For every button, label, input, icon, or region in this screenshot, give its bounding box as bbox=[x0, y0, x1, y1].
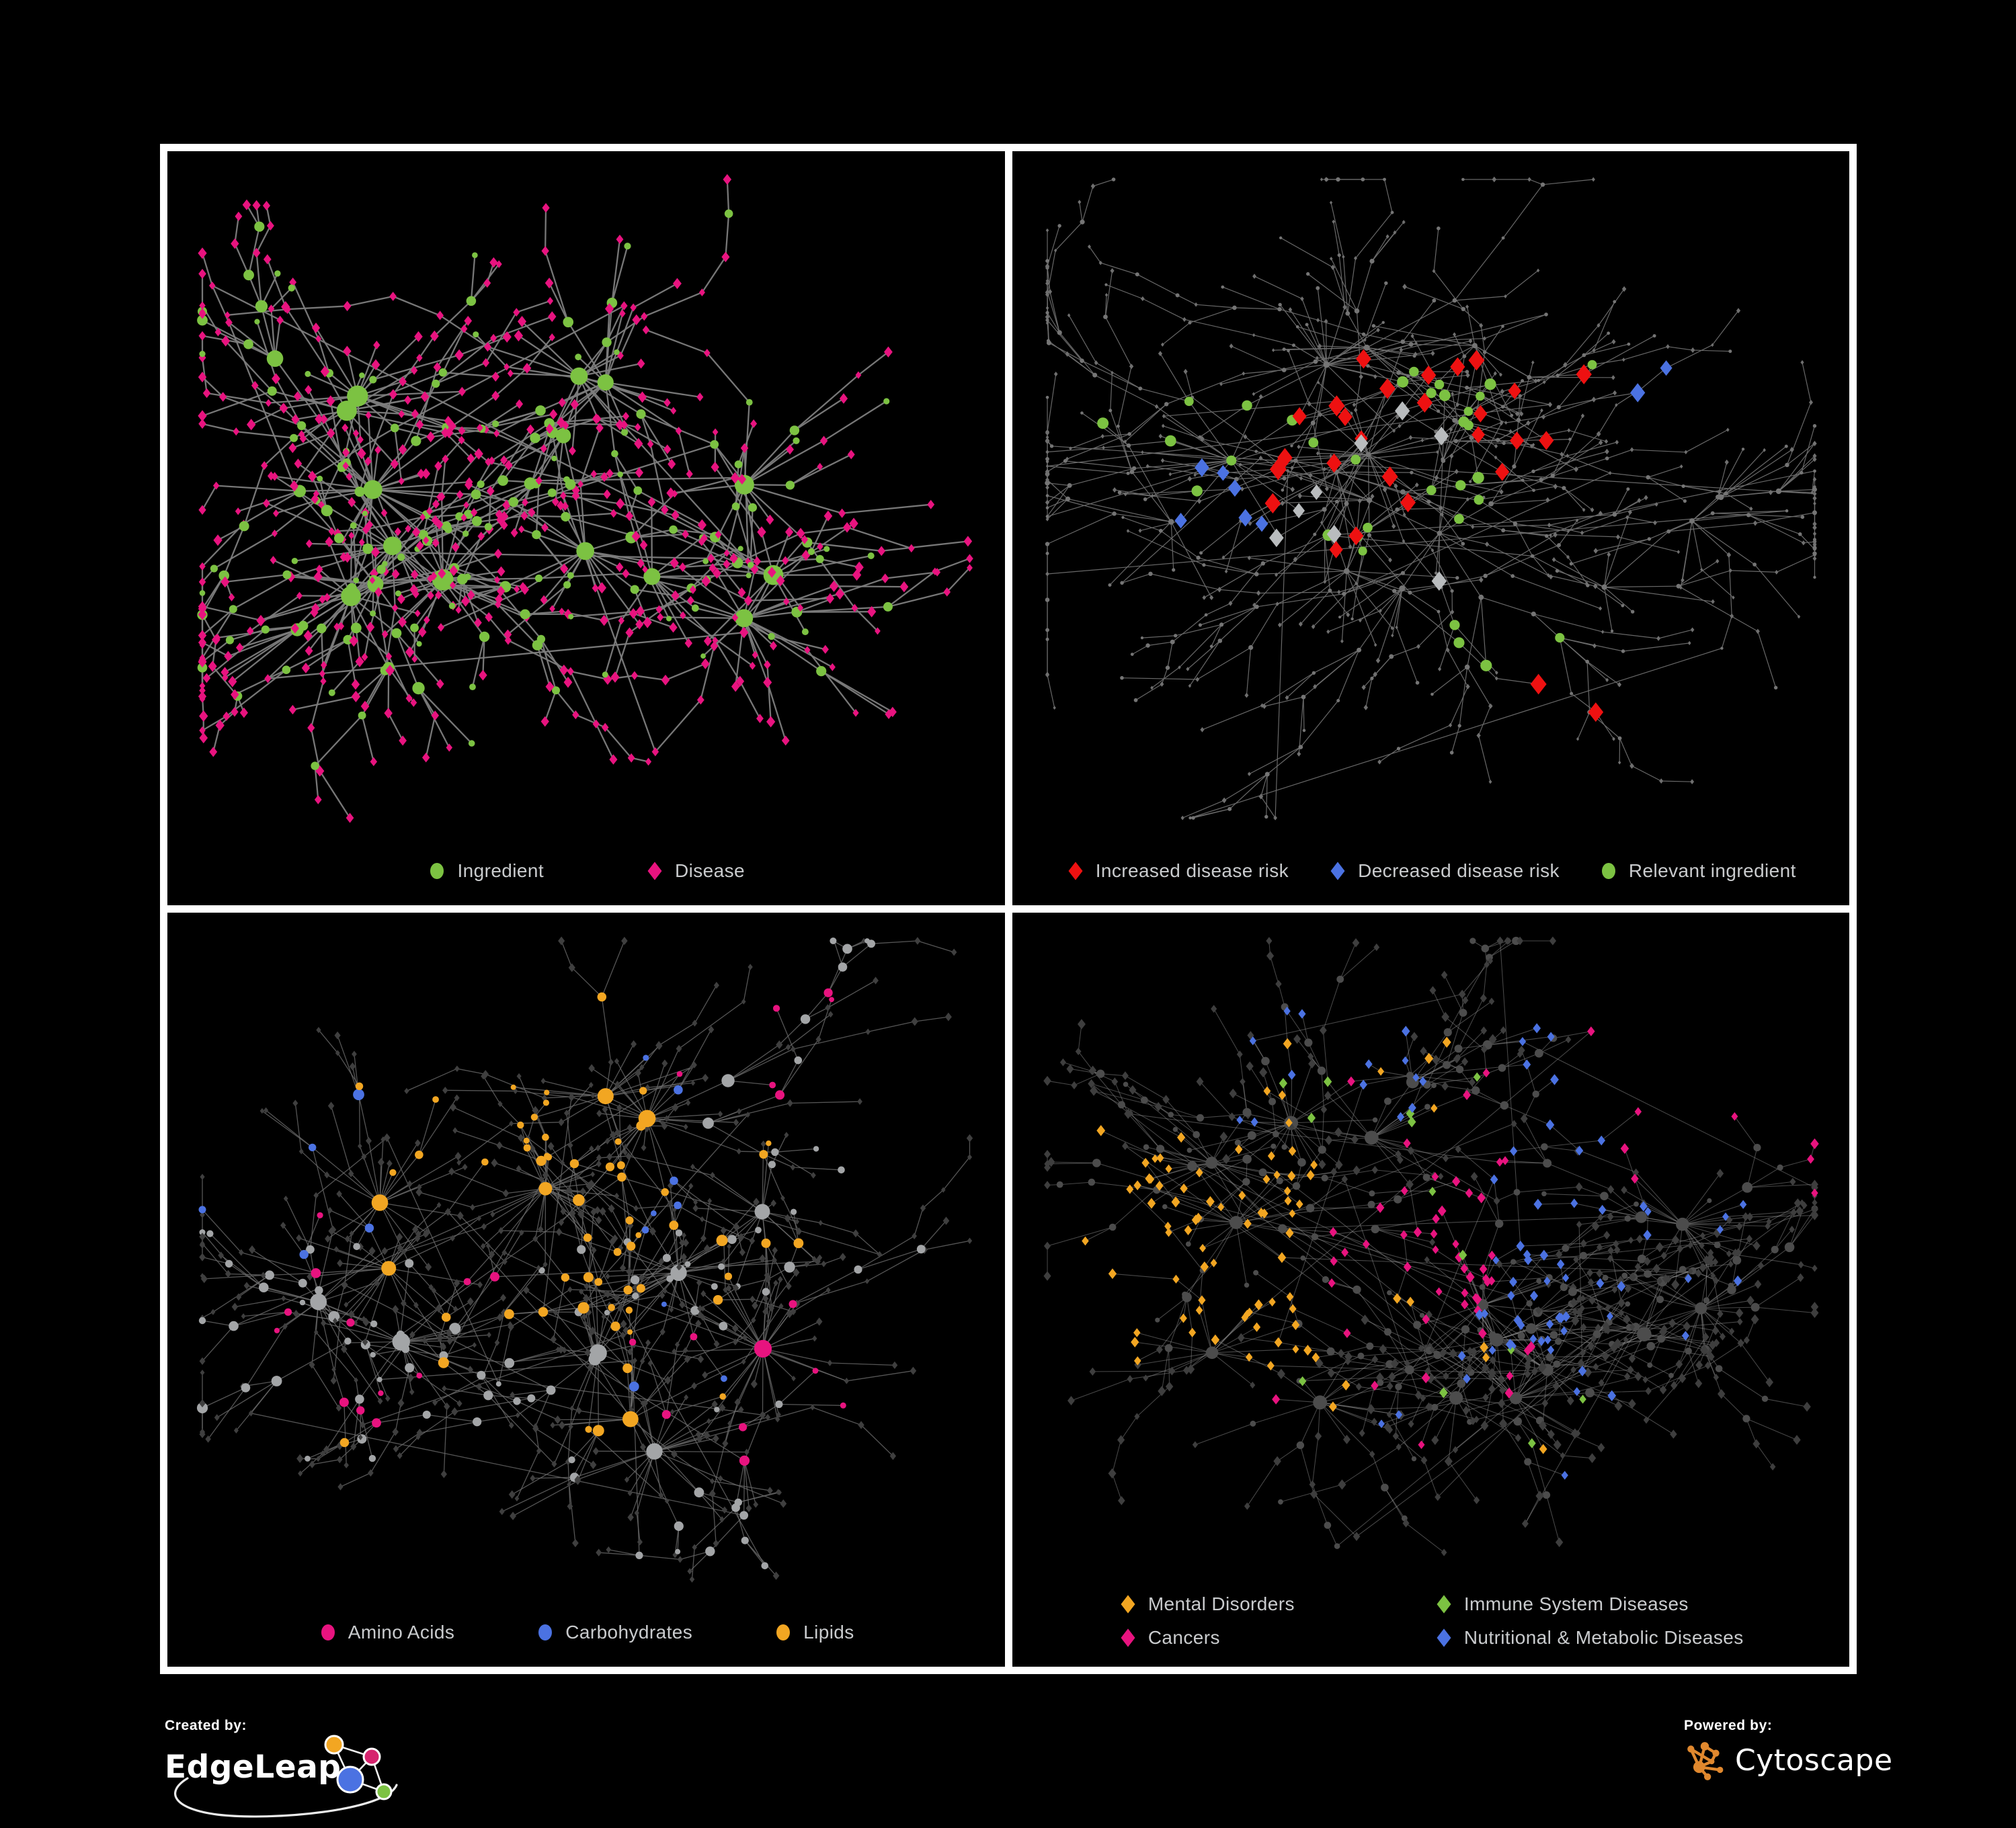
legend-disease-categories: Mental Disorders Immune System Diseases Ca… bbox=[1118, 1593, 1744, 1649]
circle-swatch-icon bbox=[535, 1621, 555, 1644]
legend-label: Increased disease risk bbox=[1096, 860, 1289, 882]
legend-item-ingredient: Ingredient bbox=[427, 860, 544, 882]
legend-ingredient-disease: Ingredient Disease bbox=[167, 860, 1005, 882]
diamond-swatch-icon bbox=[1118, 1626, 1138, 1649]
powered-by-label: Powered by: bbox=[1684, 1718, 1966, 1734]
legend-item-nutritional-metabolic-diseases: Nutritional & Metabolic Diseases bbox=[1434, 1626, 1744, 1649]
circle-swatch-icon bbox=[1599, 860, 1619, 882]
network-graph-disease-risk bbox=[1012, 151, 1850, 905]
panel-ingredient-disease: Ingredient Disease bbox=[167, 151, 1005, 905]
diamond-swatch-icon bbox=[1434, 1593, 1454, 1616]
diamond-swatch-icon bbox=[1065, 860, 1086, 882]
legend-item-amino-acids: Amino Acids bbox=[318, 1621, 454, 1644]
network-graph-ingredient-disease bbox=[167, 151, 1005, 905]
network-graph-disease-categories bbox=[1012, 913, 1850, 1667]
legend-item-cancers: Cancers bbox=[1118, 1626, 1434, 1649]
legend-label: Nutritional & Metabolic Diseases bbox=[1464, 1627, 1744, 1649]
panel-disease-categories: Mental Disorders Immune System Diseases Ca… bbox=[1012, 913, 1850, 1667]
legend-item-decreased-disease-risk: Decreased disease risk bbox=[1328, 860, 1560, 882]
nodes-layer bbox=[1043, 936, 1819, 1556]
circle-swatch-icon bbox=[773, 1621, 793, 1644]
panel-macronutrients: Amino Acids Carbohydrates Lipids bbox=[167, 913, 1005, 1667]
diamond-swatch-icon bbox=[1118, 1593, 1138, 1616]
diamond-swatch-icon bbox=[645, 860, 665, 882]
circle-swatch-icon bbox=[318, 1621, 338, 1644]
cytoscape-logo-icon bbox=[1684, 1739, 1726, 1781]
legend-label: Cancers bbox=[1148, 1627, 1220, 1649]
panel-disease-risk: Increased disease risk Decreased disease … bbox=[1012, 151, 1850, 905]
legend-label: Decreased disease risk bbox=[1358, 860, 1560, 882]
legend-label: Lipids bbox=[803, 1622, 854, 1643]
legend-macronutrients: Amino Acids Carbohydrates Lipids bbox=[167, 1621, 1005, 1644]
legend-item-carbohydrates: Carbohydrates bbox=[535, 1621, 692, 1644]
legend-item-disease: Disease bbox=[645, 860, 745, 882]
edges-layer bbox=[1047, 179, 1814, 818]
legend-disease-risk: Increased disease risk Decreased disease … bbox=[1012, 860, 1850, 882]
diamond-swatch-icon bbox=[1434, 1626, 1454, 1649]
legend-label: Mental Disorders bbox=[1148, 1593, 1295, 1615]
legend-item-lipids: Lipids bbox=[773, 1621, 854, 1644]
legend-label: Ingredient bbox=[457, 860, 544, 882]
diamond-swatch-icon bbox=[1328, 860, 1348, 882]
panels-frame: Ingredient Disease Increased disease risk… bbox=[160, 144, 1857, 1674]
cytoscape-brand: Cytoscape bbox=[1735, 1743, 1893, 1778]
legend-label: Immune System Diseases bbox=[1464, 1593, 1689, 1615]
nodes-layer bbox=[1045, 177, 1817, 821]
powered-by-block: Powered by: bbox=[1684, 1718, 1966, 1781]
legend-label: Disease bbox=[675, 860, 745, 882]
circle-swatch-icon bbox=[427, 860, 447, 882]
legend-label: Carbohydrates bbox=[565, 1622, 692, 1643]
network-graph-macronutrients bbox=[167, 913, 1005, 1667]
legend-item-immune-system-diseases: Immune System Diseases bbox=[1434, 1593, 1744, 1616]
legend-label: Relevant ingredient bbox=[1629, 860, 1796, 882]
edges-layer bbox=[1047, 941, 1814, 1552]
edgeleap-brand: EdgeLeap bbox=[165, 1749, 341, 1786]
legend-label: Amino Acids bbox=[348, 1622, 454, 1643]
created-by-block: Created by: EdgeLeap bbox=[165, 1718, 474, 1812]
legend-item-relevant-ingredient: Relevant ingredient bbox=[1599, 860, 1796, 882]
edges-layer bbox=[202, 941, 969, 1579]
legend-item-increased-disease-risk: Increased disease risk bbox=[1065, 860, 1289, 882]
legend-item-mental-disorders: Mental Disorders bbox=[1118, 1593, 1434, 1616]
